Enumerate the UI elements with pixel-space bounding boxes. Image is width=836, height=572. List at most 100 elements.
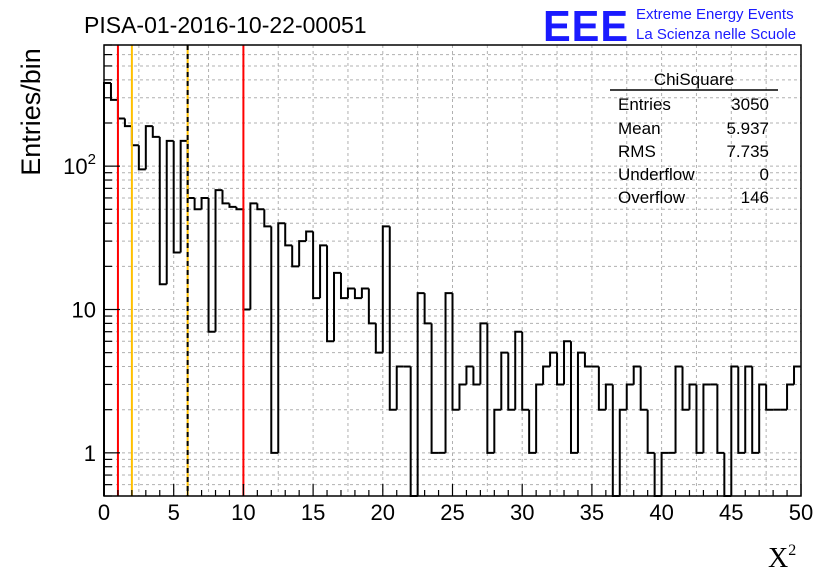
x-axis-label: X2 xyxy=(768,542,796,572)
histogram-bin xyxy=(263,209,272,228)
histogram-bin xyxy=(312,231,321,300)
histogram-bin xyxy=(625,383,634,410)
x-tick-label: 10 xyxy=(231,500,255,525)
stats-label-overflow: Overflow xyxy=(618,188,686,207)
x-tick-label: 5 xyxy=(168,500,180,525)
histogram-bin xyxy=(639,366,648,411)
histogram xyxy=(103,82,801,497)
histogram-bin xyxy=(207,197,216,333)
x-axis-label-exponent: 2 xyxy=(788,542,796,559)
histogram-bin xyxy=(423,293,432,325)
x-tick-label: 45 xyxy=(719,500,743,525)
histogram-bin xyxy=(737,366,746,454)
x-tick-label: 35 xyxy=(580,500,604,525)
histogram-bin xyxy=(604,383,613,410)
histogram-bin xyxy=(123,118,132,128)
histogram-bin xyxy=(730,365,739,496)
histogram-bin xyxy=(284,223,293,247)
stats-box: ChiSquare Entries 3050 Mean 5.937 RMS 7.… xyxy=(610,70,778,207)
histogram-bin xyxy=(256,203,265,211)
histogram-bin xyxy=(472,366,481,386)
histogram-bin xyxy=(395,365,404,410)
histogram-bin xyxy=(388,226,397,411)
histogram-bin xyxy=(465,365,474,385)
histogram-bin xyxy=(542,365,551,385)
histogram-bin xyxy=(583,352,592,368)
histogram-bin xyxy=(444,292,453,453)
histogram-bin xyxy=(346,287,355,299)
histogram-bin xyxy=(235,206,244,211)
histogram-bin xyxy=(430,323,439,454)
threshold-lines xyxy=(116,45,245,496)
histogram-bin xyxy=(500,351,509,410)
histogram-bin xyxy=(214,189,223,332)
x-tick-label: 0 xyxy=(98,500,110,525)
histogram-bin xyxy=(319,244,328,299)
axes: 0 5 10 15 20 25 30 35 40 45 50 1 10 102 xyxy=(63,44,813,525)
histogram-bin xyxy=(333,271,341,342)
histogram-bin xyxy=(381,225,390,353)
logo-letters: EEE xyxy=(543,2,629,51)
x-tick-label: 50 xyxy=(789,500,813,525)
histogram-bin xyxy=(103,82,111,496)
histogram-bin xyxy=(172,140,181,254)
histogram-bin xyxy=(165,139,174,285)
stats-value-mean: 5.937 xyxy=(726,119,769,138)
logo-line2: La Scienza nelle Scuole xyxy=(636,26,796,43)
histogram-bin xyxy=(695,384,704,454)
histogram-bin xyxy=(360,287,369,299)
histogram-bin xyxy=(556,352,565,386)
x-tick-label: 25 xyxy=(440,500,464,525)
stats-value-entries: 3050 xyxy=(731,95,769,114)
histogram-bin xyxy=(618,408,627,496)
histogram-bin xyxy=(751,366,760,454)
histogram-bin xyxy=(702,383,711,453)
histogram-bin xyxy=(793,365,801,385)
stats-label-entries: Entries xyxy=(618,95,671,114)
histogram-bin xyxy=(367,288,376,325)
histogram-bin xyxy=(688,383,697,410)
y-tick-label: 10 xyxy=(72,297,96,322)
histogram-bin xyxy=(521,331,530,411)
histogram-bin xyxy=(200,196,209,210)
histogram-bin xyxy=(249,202,258,310)
histogram-bin xyxy=(646,409,655,454)
chart-title: PISA-01-2016-10-22-00051 xyxy=(84,12,367,38)
stats-label-rms: RMS xyxy=(618,142,656,161)
histogram-bin xyxy=(291,245,300,268)
histogram-bin xyxy=(305,230,314,242)
histogram-bin xyxy=(535,383,544,453)
histogram-bin xyxy=(514,330,523,410)
histogram-bin xyxy=(451,293,460,411)
histogram-bin xyxy=(597,366,606,411)
histogram-bin xyxy=(416,292,425,496)
histogram-bin xyxy=(549,351,558,367)
histogram-bin xyxy=(228,203,237,208)
histogram-bin xyxy=(144,125,153,170)
histogram-bin xyxy=(130,126,139,147)
histogram-bin xyxy=(681,366,690,411)
eee-logo: EEE Extreme Energy Events La Scienza nel… xyxy=(543,2,796,51)
histogram-bin xyxy=(109,83,118,101)
histogram-bin xyxy=(270,226,279,454)
x-axis-label-base: X xyxy=(768,543,788,572)
histogram-bin xyxy=(479,322,488,385)
y-tick-label: 102 xyxy=(63,151,96,179)
stats-value-overflow: 146 xyxy=(741,188,769,207)
x-tick-label: 15 xyxy=(301,500,325,525)
histogram-bin xyxy=(528,409,537,454)
histogram-bin xyxy=(611,384,620,497)
histogram-bin xyxy=(277,222,286,453)
histogram-bin xyxy=(374,323,383,354)
stats-value-rms: 7.735 xyxy=(726,142,769,161)
histogram-bin xyxy=(486,323,495,454)
histogram-bin xyxy=(186,140,195,199)
logo-line1: Extreme Energy Events xyxy=(636,6,794,23)
histogram-bin xyxy=(221,190,230,205)
histogram-bin xyxy=(507,352,516,411)
histogram-bin xyxy=(339,272,348,300)
histogram-bin xyxy=(137,145,146,171)
histogram-bin xyxy=(493,408,502,453)
histogram-bin xyxy=(744,365,753,453)
stats-label-mean: Mean xyxy=(618,119,661,138)
